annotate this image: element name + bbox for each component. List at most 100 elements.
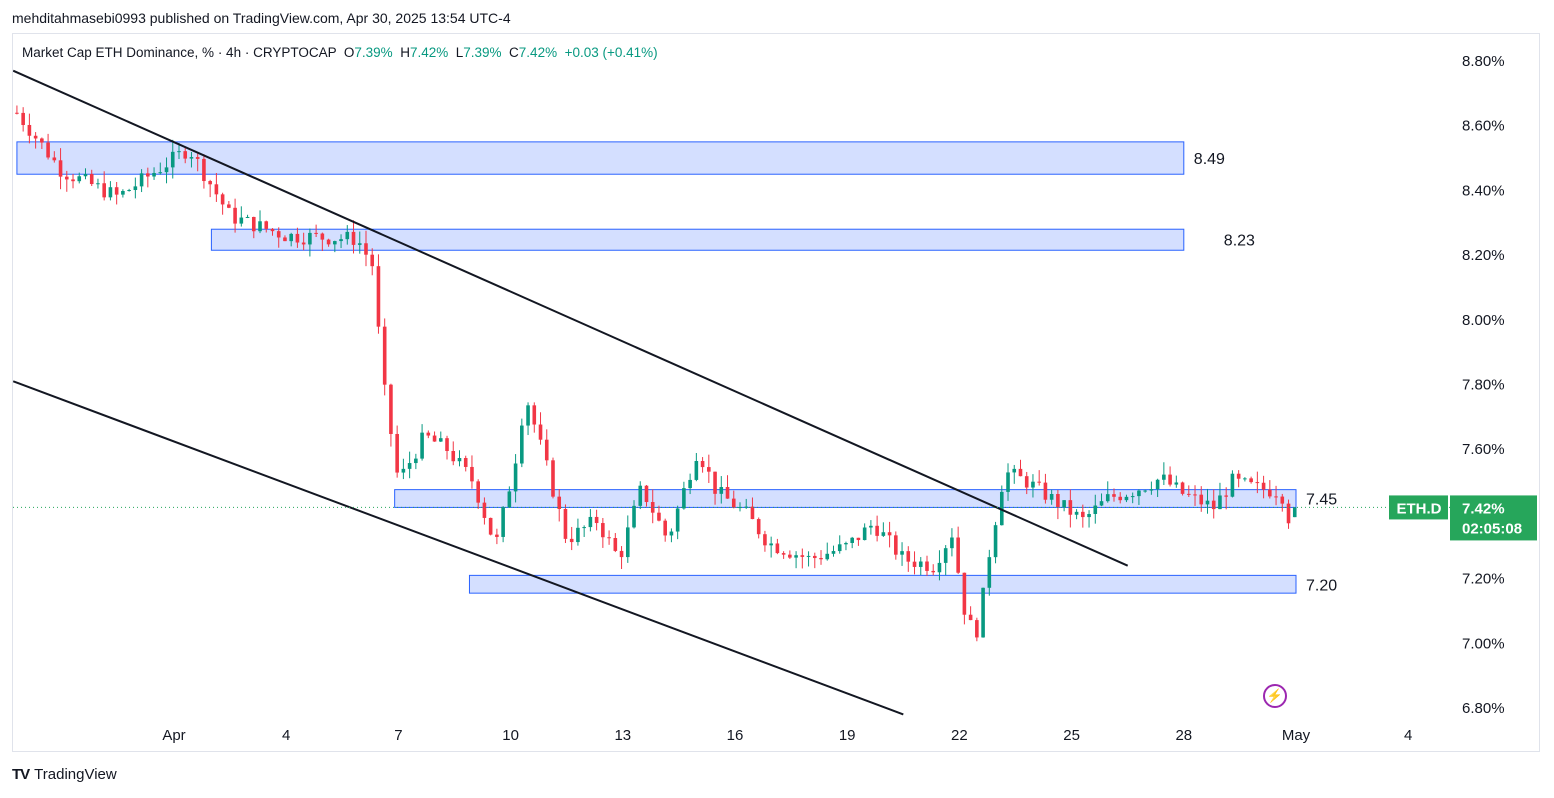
candle-body: [869, 525, 873, 528]
candle-body: [1143, 490, 1147, 492]
candle-body: [320, 233, 325, 240]
candle-body: [1205, 500, 1210, 505]
candle-body: [195, 157, 200, 159]
candle-body: [170, 151, 175, 168]
candle-body: [1118, 496, 1123, 501]
support-resistance-zone: [210, 228, 1185, 251]
candle-body: [295, 233, 300, 243]
candle-body: [956, 537, 960, 573]
candle-body: [1074, 511, 1079, 515]
candle-body: [58, 160, 63, 177]
footer-brand[interactable]: TV TradingView: [12, 766, 117, 783]
candle-body: [632, 505, 636, 528]
trendline[interactable]: [13, 69, 1129, 567]
candle-body: [1280, 496, 1285, 504]
candle-body: [1024, 476, 1029, 488]
candle-body: [981, 587, 985, 638]
candle-body: [862, 527, 867, 541]
candle-body: [1049, 493, 1054, 500]
candle-body: [52, 157, 57, 161]
candle-body: [1012, 468, 1017, 473]
candle-body: [258, 221, 262, 232]
candle-body: [619, 550, 624, 558]
candle-body: [1006, 472, 1010, 492]
candle-body: [638, 485, 643, 506]
candle-body: [1230, 473, 1235, 497]
candle-body: [495, 534, 499, 537]
candle-body: [850, 537, 854, 543]
candle-body: [1292, 507, 1297, 518]
candle-body: [1087, 513, 1091, 518]
legend-low-label: L: [455, 45, 464, 60]
candle-body: [89, 174, 94, 185]
candle-body: [189, 157, 194, 159]
candle-body: [794, 555, 798, 558]
candle-body: [501, 507, 505, 537]
zone-label: 8.23: [1224, 233, 1255, 250]
x-tick-label: 25: [1063, 727, 1080, 744]
candle-body: [1155, 479, 1160, 490]
y-tick-label: 6.80%: [1462, 700, 1505, 717]
publisher-line: mehditahmasebi0993 published on TradingV…: [12, 10, 511, 26]
candle-body: [251, 216, 256, 232]
trendline[interactable]: [13, 380, 904, 716]
candle-body: [918, 561, 923, 567]
candle-body: [227, 204, 231, 208]
tradingview-logo-icon: TV: [12, 766, 30, 783]
candle-body: [731, 498, 736, 508]
candle-body: [987, 557, 992, 588]
candle-body: [707, 467, 711, 472]
candle-body: [77, 176, 82, 182]
candle-body: [713, 471, 717, 494]
candle-body: [744, 506, 749, 508]
candle-body: [407, 463, 412, 469]
candle-body: [1093, 505, 1098, 514]
candle-body: [264, 221, 269, 229]
candle-body: [214, 184, 219, 195]
candle-body: [139, 173, 144, 187]
candle-body: [488, 517, 493, 535]
candle-body: [1037, 481, 1041, 483]
candle-body: [314, 232, 318, 234]
candle-body: [127, 190, 131, 192]
candle-body: [725, 487, 730, 499]
candle-body: [937, 562, 942, 573]
candle-body: [576, 527, 580, 543]
candle-body: [875, 525, 879, 536]
candle-body: [445, 438, 449, 451]
candle-body: [1218, 495, 1222, 510]
y-tick-label: 8.40%: [1462, 182, 1505, 199]
candle-body: [146, 173, 150, 177]
candle-body: [1137, 490, 1141, 497]
support-resistance-zone: [468, 574, 1297, 594]
candle-body: [333, 241, 337, 245]
candle-body: [943, 548, 948, 563]
x-tick-label: 13: [614, 727, 631, 744]
symbol-tag: [1389, 495, 1448, 520]
candle-body: [1081, 511, 1085, 518]
candle-body: [40, 138, 44, 143]
candle-body: [114, 187, 119, 195]
candle-body: [463, 458, 468, 467]
candle-body: [906, 551, 911, 562]
candle-body: [183, 151, 188, 159]
zone-label: 8.49: [1194, 151, 1225, 168]
candle-body: [520, 425, 524, 464]
candle-body: [1056, 493, 1060, 508]
candle-body: [1168, 474, 1172, 485]
x-tick-label: 28: [1175, 727, 1192, 744]
chart-frame: [12, 33, 1540, 752]
candle-body: [788, 554, 792, 558]
lightning-icon[interactable]: ⚡: [1263, 684, 1287, 708]
candle-body: [339, 239, 343, 242]
candle-body: [513, 463, 518, 492]
candle-body: [601, 523, 605, 538]
candle-body: [812, 555, 817, 559]
candle-body: [133, 186, 138, 191]
candle-body: [800, 555, 805, 557]
candle-body: [1018, 468, 1023, 477]
candle-body: [420, 432, 424, 459]
x-tick-label: 19: [839, 727, 856, 744]
y-tick-label: 8.80%: [1462, 53, 1505, 70]
